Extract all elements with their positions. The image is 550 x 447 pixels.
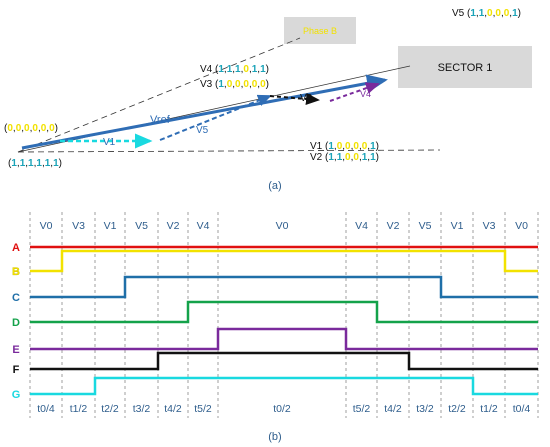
vector-label-v5: V5 (1,1,0,0,0,1)	[452, 8, 521, 19]
segment-vector-label: V4	[355, 220, 368, 232]
v1-small-label: V1	[103, 137, 116, 148]
signal-label-a: A	[12, 242, 20, 254]
v4-small-label: V4	[360, 89, 371, 99]
signal-label-g: G	[12, 389, 21, 401]
segment-vector-label: V4	[197, 220, 210, 232]
segment-time-label: t0/4	[513, 403, 531, 415]
vref-arrow	[21, 74, 388, 150]
segment-time-label: t1/2	[70, 403, 88, 415]
signal-waveform-g	[30, 376, 538, 396]
signal-waveform-c	[30, 275, 538, 299]
segment-time-label: t2/2	[448, 403, 466, 415]
phase-b-box	[284, 17, 356, 44]
segment-time-label: t0/4	[37, 403, 55, 415]
segment-vector-label: V0	[40, 220, 53, 232]
segment-time-label: t5/2	[353, 403, 371, 415]
segment-vector-label: V5	[419, 220, 432, 232]
vector-state-labels: V5 (1,1,0,0,0,1) V4 (1,1,1,0,1,1) V3 (1,0,…	[4, 8, 521, 169]
signal-waveform-b	[30, 249, 538, 273]
segment-time-label: t1/2	[480, 403, 498, 415]
signal-label-d: D	[12, 317, 20, 329]
switching-timing-chart: V0 t0/4 V3 t1/2 V1 t2/2 V5 t3/2 V2 t4/2 V4 t5/2 V0 t0…	[12, 212, 539, 418]
vector-label-v1: V1 (1,0,0,0,0,1)	[310, 141, 379, 152]
segment-time-label: t4/2	[384, 403, 402, 415]
v4-arrow	[329, 82, 380, 102]
segment-vector-label: V1	[451, 220, 464, 232]
vector-label-origin0: (0,0,0,0,0,0)	[4, 123, 58, 134]
signal-waveform-d	[30, 300, 538, 324]
v5-small-label: V5	[196, 125, 209, 136]
vector-label-origin1: (1,1,1,1,1,1)	[8, 158, 62, 169]
signal-waveform-e	[30, 327, 538, 351]
segment-time-label: t4/2	[164, 403, 182, 415]
segment-vector-label: V2	[167, 220, 180, 232]
signal-label-c: C	[12, 292, 20, 304]
signal-label-f: F	[13, 364, 20, 376]
phase-b-axis	[17, 37, 301, 153]
segment-vector-label: V3	[483, 220, 496, 232]
vref-label: Vref	[150, 114, 171, 126]
segment-vector-label: V2	[387, 220, 400, 232]
vector-label-v2: V2 (1,1,0,0,1,1)	[310, 152, 379, 163]
vector-label-v3: V3 (1,0,0,0,0,0)	[200, 79, 269, 90]
signal-label-b: B	[12, 266, 20, 278]
phase-a-axis	[17, 149, 441, 153]
v5-arrow	[159, 94, 272, 141]
segment-time-label: t2/2	[101, 403, 119, 415]
sector-1-box	[398, 46, 532, 88]
vector-label-v4: V4 (1,1,1,0,1,1)	[200, 64, 269, 75]
segment-time-label: t5/2	[194, 403, 212, 415]
segment-vector-label: V3	[72, 220, 85, 232]
segment-vector-label: V0	[276, 220, 289, 232]
v2-small-label: V2	[300, 93, 313, 104]
signal-label-e: E	[12, 344, 19, 356]
sector-1-label: SECTOR 1	[438, 62, 493, 74]
segment-time-label: t3/2	[133, 403, 151, 415]
segment-vector-label: V0	[515, 220, 528, 232]
phase-b-label: Phase B	[303, 26, 337, 36]
v2-arrow	[269, 93, 320, 105]
caption-b: (b)	[268, 431, 281, 443]
segment-time-label: t0/2	[273, 403, 291, 415]
segment-vector-label: V5	[135, 220, 148, 232]
caption-a: (a)	[268, 180, 281, 192]
segment-time-label: t3/2	[416, 403, 434, 415]
signal-waveform-f	[30, 351, 538, 371]
segment-vector-label: V1	[104, 220, 117, 232]
